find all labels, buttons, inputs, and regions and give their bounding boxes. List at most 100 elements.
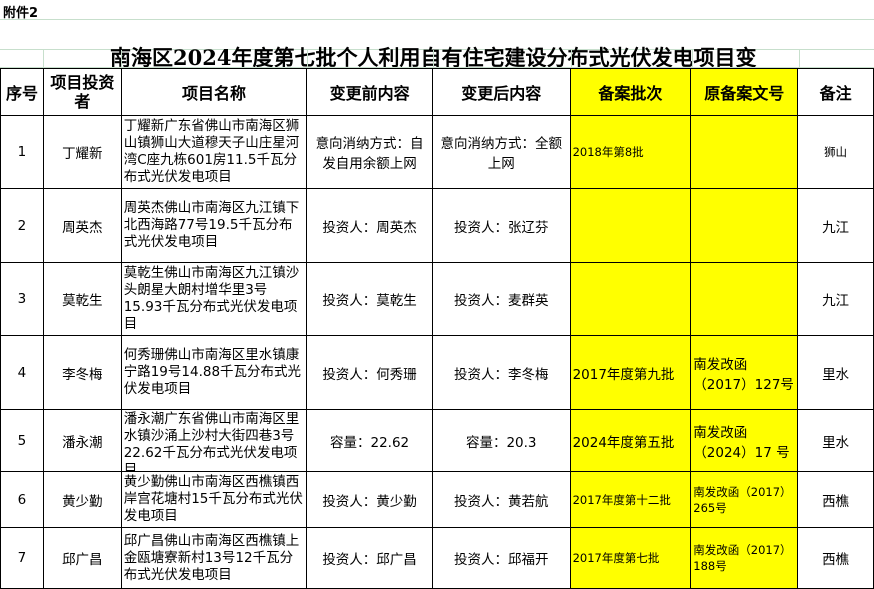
header-after: 变更后内容 [431, 68, 571, 116]
row-batch-text: 2017年度第七批 [572, 551, 660, 565]
row-investor-text: 李冬梅 [62, 366, 103, 383]
row-before-text: 投资人：何秀珊 [322, 366, 417, 383]
row-no-text: 4 [17, 364, 27, 381]
row-investor: 潘永潮 [42, 409, 122, 472]
annex-row: 附件2 [0, 0, 874, 21]
row-batch-text: 2017年度第九批 [572, 366, 675, 383]
row-no-text: 7 [17, 550, 27, 566]
table-row: 5 潘永潮 潘永潮广东省佛山市南海区里水镇沙涌上沙村大街四巷3号22.62千瓦分布式… [0, 409, 874, 472]
row-no-text: 5 [17, 432, 27, 449]
grid-line [692, 50, 693, 68]
row-name-text: 黄少勤佛山市南海区西樵镇西岸宫花塘村15千瓦分布式光伏发电项目 [123, 474, 303, 524]
row-name: 丁耀新广东省佛山市南海区狮山镇狮山大道穆天子山庄星河湾C座九栋601房11.5千… [120, 115, 308, 189]
row-name: 何秀珊佛山市南海区里水镇康宁路19号14.88千瓦分布式光伏发电项目 [120, 335, 308, 410]
row-after: 投资人：李冬梅 [431, 335, 571, 410]
table-row: 2 周英杰 周英杰佛山市南海区九江镇下北西海路77号19.5千瓦分布式光伏发电项目 投… [0, 188, 874, 263]
row-doc-text: 南发改函（2017）127号 [693, 356, 794, 393]
row-investor-text: 黄少勤 [62, 493, 103, 510]
row-note: 里水 [797, 409, 874, 472]
table-row: 3 莫乾生 莫乾生佛山市南海区九江镇沙头朗星大朗村增华里3号15.93千瓦分布式光伏… [0, 262, 874, 336]
row-batch-text: 2018年第8批 [572, 145, 644, 159]
row-investor-text: 丁耀新 [62, 146, 103, 162]
grid-line [799, 50, 800, 68]
row-no: 1 [0, 115, 44, 189]
row-batch: 2017年度第九批 [569, 335, 692, 410]
grid-line [433, 50, 434, 68]
annex-label: 附件2 [3, 6, 39, 21]
row-doc [690, 188, 799, 263]
row-after-text: 投资人：张辽芬 [453, 219, 549, 236]
row-investor: 黄少勤 [42, 471, 122, 528]
row-before: 投资人：莫乾生 [306, 262, 433, 336]
header-investor: 项目投资者 [42, 68, 122, 116]
row-no-text: 3 [17, 291, 27, 307]
row-name-text: 莫乾生佛山市南海区九江镇沙头朗星大朗村增华里3号15.93千瓦分布式光伏发电项目 [123, 265, 300, 332]
row-investor-text: 邱广昌 [62, 552, 103, 568]
row-note: 九江 [797, 262, 874, 336]
header-no: 序号 [0, 68, 44, 116]
row-before-text: 容量：22.62 [329, 434, 410, 451]
row-before: 容量：22.62 [306, 409, 433, 472]
row-name-text: 潘永潮广东省佛山市南海区里水镇沙涌上沙村大街四巷3号22.62千瓦分布式光伏发电… [123, 410, 300, 471]
row-doc-text: 南发改函（2017）265号 [693, 484, 792, 515]
row-no-text: 2 [17, 217, 27, 234]
row-after: 意向消纳方式：全额上网 [431, 115, 571, 189]
row-note: 西樵 [797, 471, 874, 528]
row-before: 投资人：何秀珊 [306, 335, 433, 410]
row-batch: 2024年度第五批 [569, 409, 692, 472]
row-doc [690, 115, 799, 189]
row-name: 周英杰佛山市南海区九江镇下北西海路77号19.5千瓦分布式光伏发电项目 [120, 188, 308, 263]
row-doc: 南发改函（2017）188号 [690, 527, 799, 589]
row-doc-text: 南发改函（2024）17 号 [693, 424, 790, 461]
change-table: 序号 项目投资者 项目名称 变更前内容 变更后内容 备案批次 原备案文号 备注 … [0, 68, 874, 589]
row-note-text: 里水 [822, 366, 850, 383]
row-before: 投资人：周英杰 [306, 188, 433, 263]
row-investor-text: 潘永潮 [62, 434, 103, 451]
row-note-text: 九江 [822, 219, 850, 236]
row-batch-text: 2024年度第五批 [572, 434, 675, 451]
row-after: 容量：20.3 [431, 409, 571, 472]
grid-line [307, 50, 308, 68]
header-before: 变更前内容 [306, 68, 433, 116]
table-row: 7 邱广昌 邱广昌佛山市南海区西樵镇上金瓯塘寮新村13号12千瓦分布式光伏发电项目 投… [0, 527, 874, 589]
row-no: 2 [0, 188, 44, 263]
row-name: 黄少勤佛山市南海区西樵镇西岸宫花塘村15千瓦分布式光伏发电项目 [120, 471, 308, 528]
row-doc: 南发改函（2017）127号 [690, 335, 799, 410]
row-name-text: 何秀珊佛山市南海区里水镇康宁路19号14.88千瓦分布式光伏发电项目 [123, 347, 302, 397]
row-before-text: 投资人：黄少勤 [322, 493, 417, 510]
row-note: 狮山 [797, 115, 874, 189]
row-after-text: 投资人：李冬梅 [453, 366, 549, 383]
grid-line [571, 50, 572, 68]
title-row: 南海区2024年度第七批个人利用自有住宅建设分布式光伏发电项目变 [0, 20, 874, 70]
table-row: 6 黄少勤 黄少勤佛山市南海区西樵镇西岸宫花塘村15千瓦分布式光伏发电项目 投资人：黄… [0, 471, 874, 528]
row-note-text: 里水 [822, 434, 850, 451]
row-no-text: 1 [17, 144, 27, 160]
row-after-text: 意向消纳方式：全额上网 [440, 136, 562, 172]
row-no: 5 [0, 409, 44, 472]
row-no-text: 6 [17, 491, 27, 508]
row-batch: 2017年度第十二批 [569, 471, 692, 528]
row-investor: 莫乾生 [42, 262, 122, 336]
row-batch [569, 262, 692, 336]
row-note: 里水 [797, 335, 874, 410]
row-no: 4 [0, 335, 44, 410]
row-name: 莫乾生佛山市南海区九江镇沙头朗星大朗村增华里3号15.93千瓦分布式光伏发电项目 [120, 262, 308, 336]
grid-line [43, 50, 44, 68]
row-note: 九江 [797, 188, 874, 263]
row-before-text: 意向消纳方式：自发自用余额上网 [315, 136, 424, 172]
row-investor: 邱广昌 [42, 527, 122, 589]
row-name: 潘永潮广东省佛山市南海区里水镇沙涌上沙村大街四巷3号22.62千瓦分布式光伏发电… [120, 409, 308, 472]
row-investor: 李冬梅 [42, 335, 122, 410]
row-note-text: 狮山 [824, 145, 848, 159]
header-note: 备注 [797, 68, 874, 116]
header-name: 项目名称 [120, 68, 308, 116]
row-name-text: 丁耀新广东省佛山市南海区狮山镇狮山大道穆天子山庄星河湾C座九栋601房11.5千… [123, 118, 300, 185]
row-after: 投资人：麦群英 [431, 262, 571, 336]
row-after-text: 投资人：麦群英 [453, 293, 549, 309]
header-doc: 原备案文号 [690, 68, 799, 116]
row-batch-text: 2017年度第十二批 [572, 492, 671, 507]
grid-line [121, 50, 122, 68]
row-batch: 2018年第8批 [569, 115, 692, 189]
row-before-text: 投资人：邱广昌 [322, 552, 417, 568]
row-name: 邱广昌佛山市南海区西樵镇上金瓯塘寮新村13号12千瓦分布式光伏发电项目 [120, 527, 308, 589]
